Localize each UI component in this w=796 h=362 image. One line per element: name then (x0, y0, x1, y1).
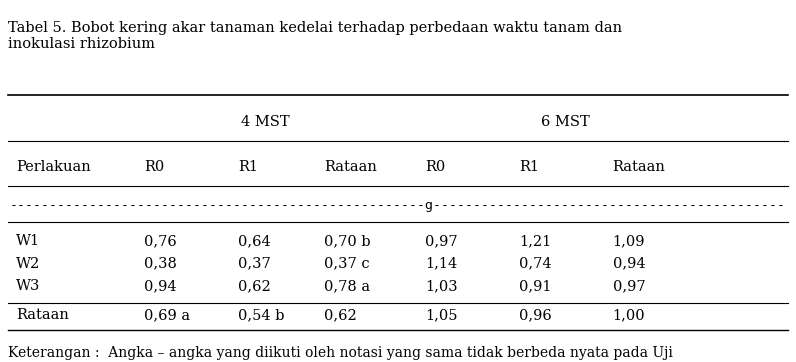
Text: 1,00: 1,00 (613, 308, 645, 322)
Text: Rataan: Rataan (613, 160, 665, 174)
Text: 0,37 c: 0,37 c (324, 257, 369, 271)
Text: 0,37: 0,37 (238, 257, 271, 271)
Text: 0,97: 0,97 (613, 279, 645, 293)
Text: R0: R0 (145, 160, 165, 174)
Text: Rataan: Rataan (16, 308, 68, 322)
Text: 0,64: 0,64 (238, 234, 271, 248)
Text: 1,05: 1,05 (425, 308, 458, 322)
Text: W1: W1 (16, 234, 40, 248)
Text: Tabel 5. Bobot kering akar tanaman kedelai terhadap perbedaan waktu tanam dan
in: Tabel 5. Bobot kering akar tanaman kedel… (8, 21, 622, 51)
Text: 0,38: 0,38 (145, 257, 178, 271)
Text: R1: R1 (238, 160, 258, 174)
Text: Rataan: Rataan (324, 160, 377, 174)
Text: 6 MST: 6 MST (541, 115, 590, 129)
Text: 0,96: 0,96 (519, 308, 552, 322)
Text: 0,62: 0,62 (238, 279, 271, 293)
Text: 1,14: 1,14 (425, 257, 458, 271)
Text: ----------------------------------------------------g---------------------------: ----------------------------------------… (10, 199, 786, 212)
Text: 0,97: 0,97 (425, 234, 458, 248)
Text: 0,94: 0,94 (613, 257, 645, 271)
Text: 0,62: 0,62 (324, 308, 357, 322)
Text: 0,54 b: 0,54 b (238, 308, 285, 322)
Text: W3: W3 (16, 279, 40, 293)
Text: 1,09: 1,09 (613, 234, 645, 248)
Text: 0,70 b: 0,70 b (324, 234, 370, 248)
Text: R0: R0 (425, 160, 446, 174)
Text: 4 MST: 4 MST (241, 115, 290, 129)
Text: 0,76: 0,76 (145, 234, 178, 248)
Text: 1,21: 1,21 (519, 234, 551, 248)
Text: 0,78 a: 0,78 a (324, 279, 370, 293)
Text: 0,91: 0,91 (519, 279, 552, 293)
Text: 0,74: 0,74 (519, 257, 552, 271)
Text: 1,03: 1,03 (425, 279, 458, 293)
Text: Perlakuan: Perlakuan (16, 160, 91, 174)
Text: 0,69 a: 0,69 a (145, 308, 190, 322)
Text: Keterangan :  Angka – angka yang diikuti oleh notasi yang sama tidak berbeda nya: Keterangan : Angka – angka yang diikuti … (8, 346, 673, 360)
Text: R1: R1 (519, 160, 539, 174)
Text: 0,94: 0,94 (145, 279, 177, 293)
Text: W2: W2 (16, 257, 40, 271)
